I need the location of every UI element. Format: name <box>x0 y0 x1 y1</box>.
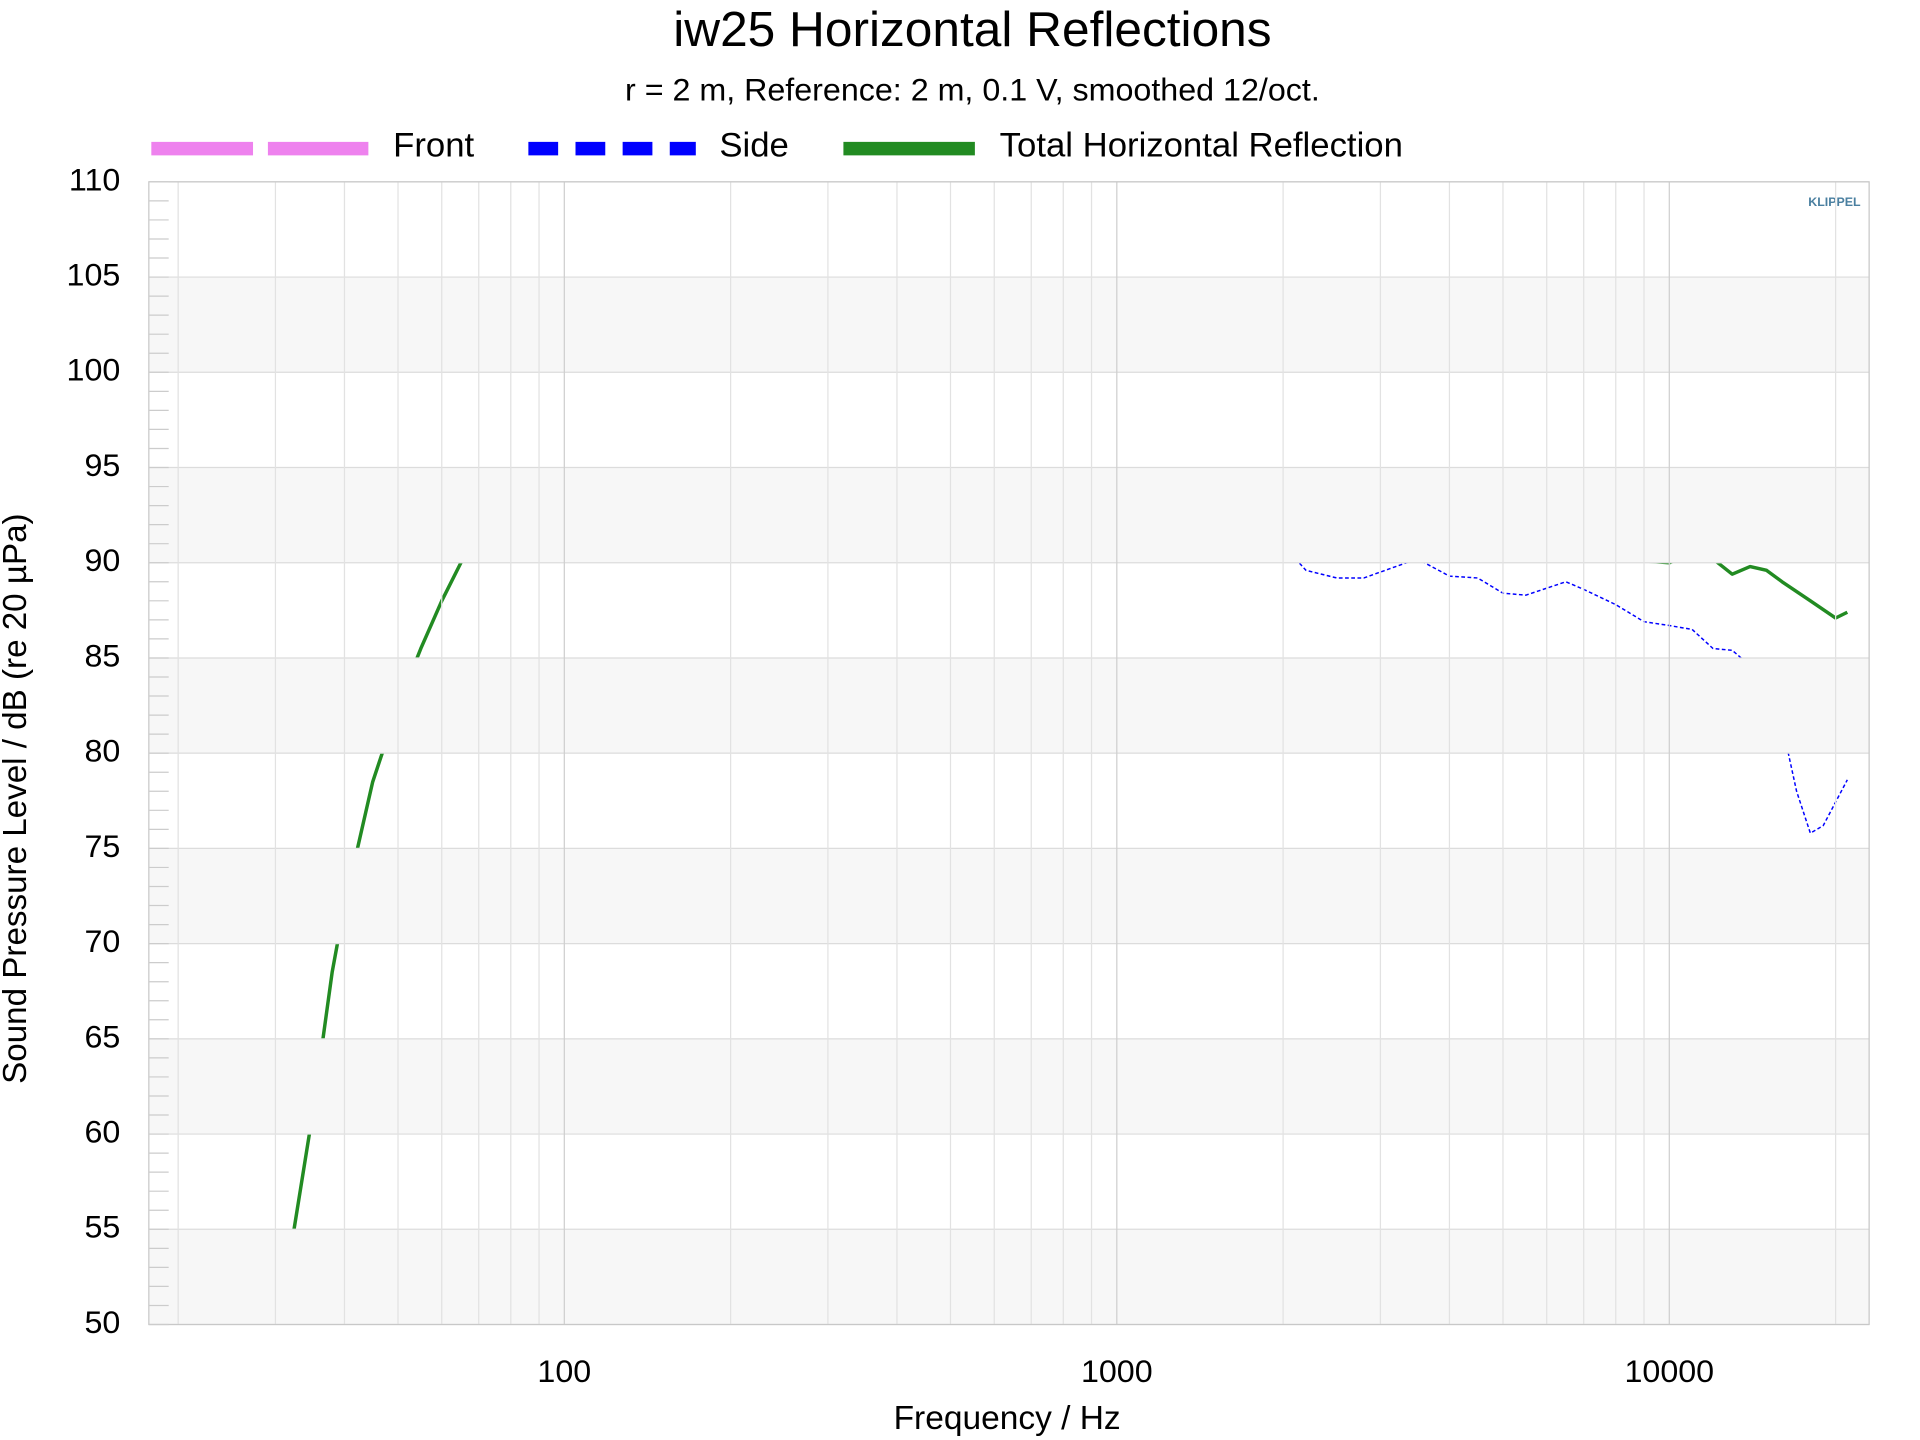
y-tick-label: 50 <box>84 1304 120 1340</box>
plot-frame <box>148 181 1870 1326</box>
y-tick-label: 75 <box>84 828 120 864</box>
logo: KLIPPEL <box>1808 195 1861 209</box>
y-tick-label: 70 <box>84 923 120 959</box>
y-axis-label: Sound Pressure Level / dB (re 20 µPa) <box>0 513 34 1083</box>
band <box>148 1038 1870 1135</box>
legend-label: Front <box>393 127 474 165</box>
y-tick-label: 85 <box>84 638 120 674</box>
band <box>148 277 1870 373</box>
y-tick-label: 90 <box>84 542 120 578</box>
y-tick-label: 100 <box>67 352 121 388</box>
band <box>148 467 1870 563</box>
x-tick-label: 100 <box>537 1353 591 1389</box>
x-axis-label: Frequency / Hz <box>894 1400 1121 1437</box>
x-tick-label: 1000 <box>1081 1353 1153 1389</box>
band <box>148 1229 1870 1325</box>
band <box>148 848 1870 944</box>
y-tick-label: 80 <box>84 733 120 769</box>
band <box>148 657 1870 754</box>
legend-label: Side <box>719 127 788 165</box>
legend-label: Total Horizontal Reflection <box>1000 127 1403 165</box>
y-tick-label: 95 <box>84 447 120 483</box>
chart-title: iw25 Horizontal Reflections <box>673 2 1271 57</box>
y-tick-label: 60 <box>84 1114 120 1150</box>
y-tick-label: 110 <box>69 161 120 197</box>
x-tick-label: 10000 <box>1624 1353 1714 1389</box>
y-tick-label: 105 <box>67 257 121 293</box>
y-tick-label: 55 <box>84 1209 120 1245</box>
y-tick-label: 65 <box>84 1018 120 1054</box>
chart-subtitle: r = 2 m, Reference: 2 m, 0.1 V, smoothed… <box>625 72 1320 108</box>
